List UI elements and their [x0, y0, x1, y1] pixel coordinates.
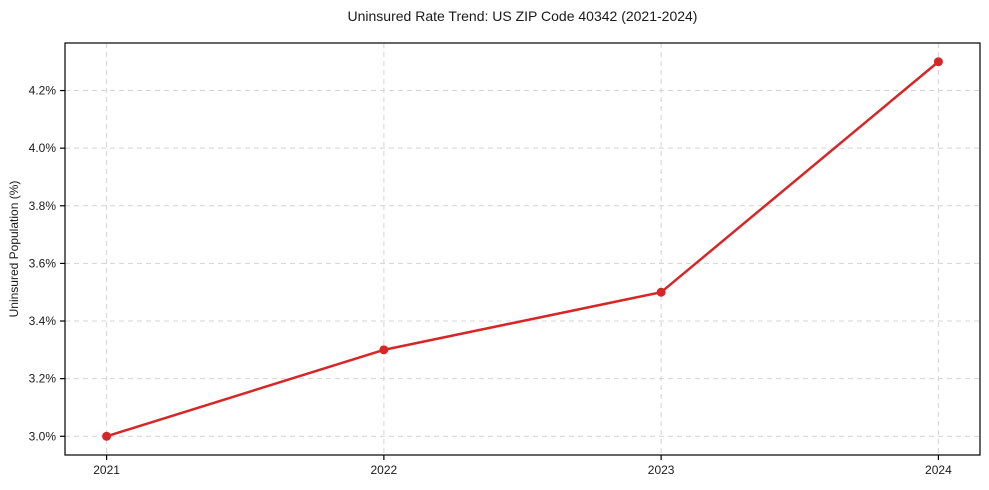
plot-background [65, 43, 980, 455]
data-point-2022 [379, 345, 389, 355]
plot-border [64, 42, 981, 456]
y-tick-label: 3.4% [29, 314, 57, 328]
data-point-2021 [102, 431, 112, 441]
x-tick-label: 2024 [925, 463, 952, 477]
y-tick-label: 3.2% [29, 372, 57, 386]
chart-title: Uninsured Rate Trend: US ZIP Code 40342 … [347, 8, 698, 24]
x-tick-label: 2021 [93, 463, 120, 477]
data-point-2023 [656, 287, 666, 297]
y-tick-label: 3.0% [29, 429, 57, 443]
y-tick-label: 4.2% [29, 84, 57, 98]
y-tick-label: 3.8% [29, 199, 57, 213]
data-point-2024 [933, 57, 943, 67]
x-tick-label: 2023 [648, 463, 675, 477]
x-tick-label: 2022 [371, 463, 398, 477]
y-tick-label: 4.0% [29, 141, 57, 155]
y-tick-label: 3.6% [29, 256, 57, 270]
trend-line [105, 60, 940, 438]
